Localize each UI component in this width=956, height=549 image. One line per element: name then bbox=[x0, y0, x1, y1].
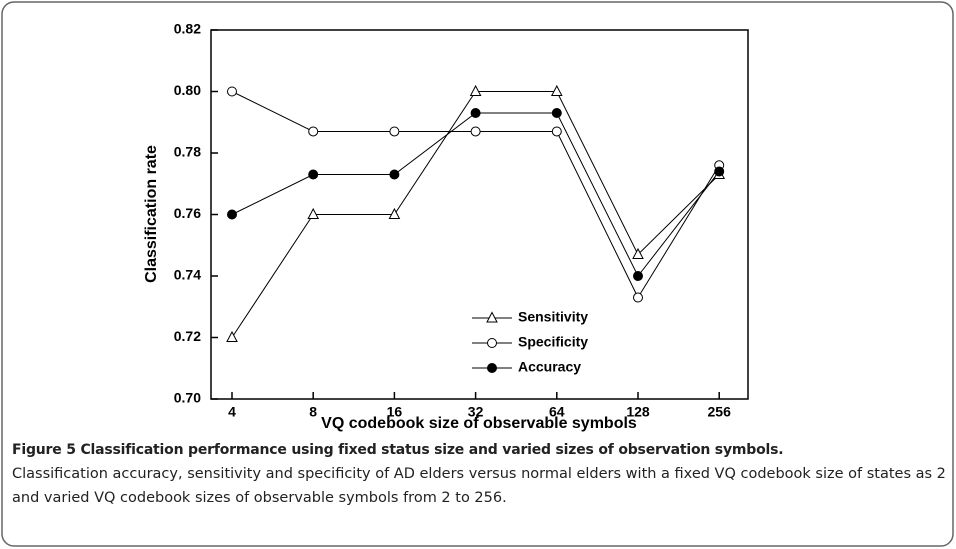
data-point bbox=[470, 126, 481, 137]
legend-marker bbox=[486, 311, 498, 323]
legend-marker bbox=[487, 338, 497, 348]
data-point bbox=[308, 169, 319, 180]
x-tick-label: 128 bbox=[626, 404, 650, 420]
y-axis-label: Classification rate bbox=[143, 145, 160, 283]
legend-label: Specificity bbox=[518, 334, 588, 350]
plot-frame bbox=[210, 29, 749, 400]
data-point bbox=[227, 86, 237, 97]
series-line bbox=[231, 91, 720, 299]
y-tick-label: 0.72 bbox=[174, 328, 201, 344]
data-point bbox=[470, 108, 481, 119]
data-point bbox=[550, 84, 563, 96]
x-tick-label: 8 bbox=[309, 404, 317, 420]
data-point bbox=[714, 166, 725, 177]
legend-label: Accuracy bbox=[518, 359, 581, 375]
y-tick-label: 0.74 bbox=[174, 267, 201, 283]
data-point bbox=[551, 108, 562, 119]
caption: Figure 5 Classification performance usin… bbox=[12, 438, 948, 510]
caption-text: Classification accuracy, sensitivity and… bbox=[12, 466, 946, 506]
data-point bbox=[389, 169, 400, 180]
x-axis-label: VQ codebook size of observable symbols bbox=[321, 415, 637, 432]
data-point bbox=[389, 126, 400, 137]
data-point bbox=[226, 330, 238, 342]
data-point bbox=[632, 247, 644, 259]
x-tick-label: 4 bbox=[228, 404, 236, 420]
y-tick-label: 0.76 bbox=[174, 205, 201, 221]
x-tick-label: 256 bbox=[708, 404, 732, 420]
y-tick-label: 0.80 bbox=[174, 82, 201, 98]
data-point bbox=[469, 84, 482, 96]
data-point bbox=[633, 271, 643, 281]
x-tick-label: 16 bbox=[387, 404, 403, 420]
legend-label: Sensitivity bbox=[518, 309, 588, 325]
y-tick-label: 0.70 bbox=[174, 390, 201, 406]
y-tick-label: 0.78 bbox=[174, 144, 201, 160]
data-point bbox=[307, 207, 320, 219]
caption-title: Figure 5 Classification performance usin… bbox=[12, 442, 784, 458]
data-point bbox=[388, 207, 401, 219]
x-tick-label: 32 bbox=[468, 404, 484, 420]
x-tick-label: 64 bbox=[549, 404, 565, 420]
data-point bbox=[227, 209, 237, 220]
y-tick-label: 0.82 bbox=[174, 21, 201, 37]
data-point bbox=[633, 292, 643, 303]
series-line bbox=[231, 112, 720, 277]
data-point bbox=[551, 126, 562, 137]
data-point bbox=[308, 126, 319, 137]
legend-marker bbox=[487, 363, 497, 373]
